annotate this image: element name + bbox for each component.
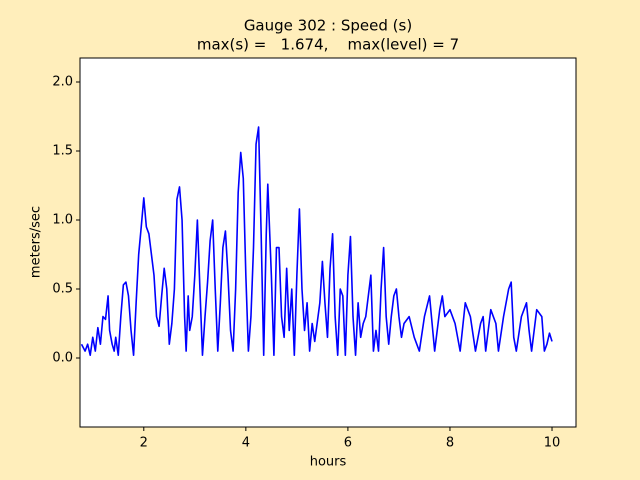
- plot-area: [80, 58, 576, 427]
- x-tick-label: 10: [544, 436, 561, 451]
- y-axis-label: meters/sec: [29, 206, 44, 278]
- x-tick-label: 8: [446, 436, 454, 451]
- x-tick-label: 6: [344, 436, 352, 451]
- y-tick-label: 0.0: [52, 351, 73, 366]
- plot-frame: [79, 57, 577, 428]
- data-line: [80, 126, 553, 357]
- x-tick-label: 4: [242, 436, 250, 451]
- chart-subtitle: max(s) = 1.674, max(level) = 7: [197, 36, 459, 54]
- y-tick-label: 1.5: [52, 144, 73, 159]
- chart-title: Gauge 302 : Speed (s): [244, 17, 412, 35]
- y-tick-label: 0.5: [52, 282, 73, 297]
- y-tick-label: 2.0: [52, 75, 73, 90]
- x-axis-label: hours: [310, 455, 347, 470]
- x-tick-label: 2: [140, 436, 148, 451]
- y-tick-label: 1.0: [52, 213, 73, 228]
